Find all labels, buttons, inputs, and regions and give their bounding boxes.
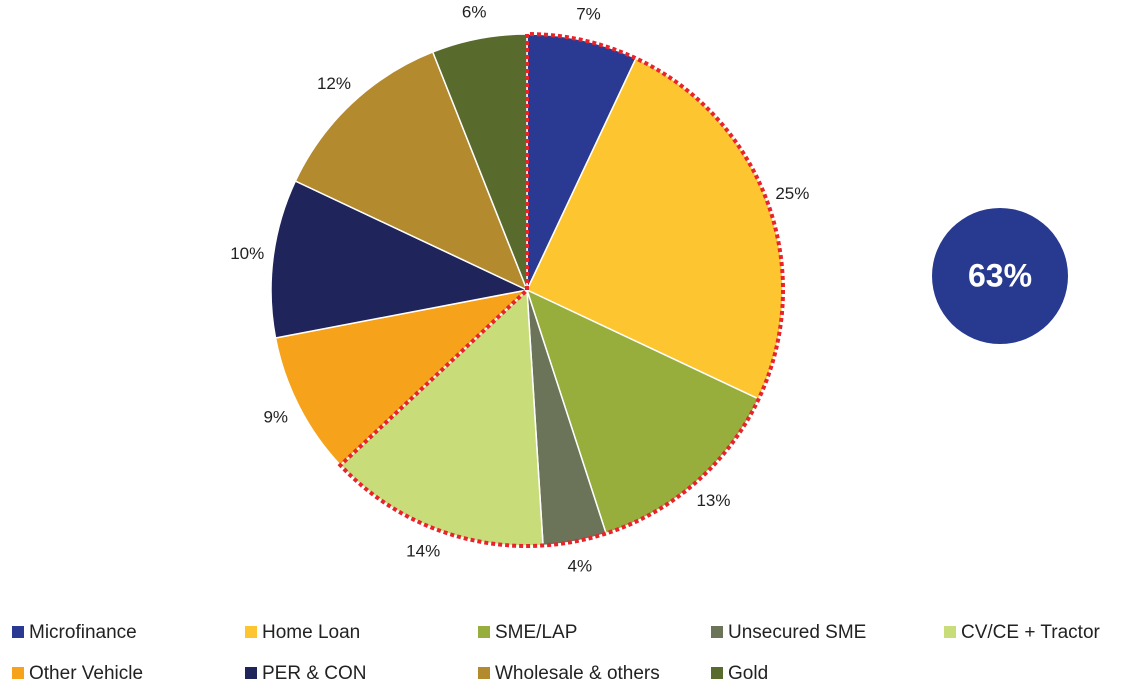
data-label: 25% [775, 184, 809, 203]
pie [270, 33, 784, 547]
legend-label: Unsecured SME [728, 622, 866, 643]
legend-swatch [12, 667, 24, 679]
highlight-badge [932, 208, 1068, 344]
legend-swatch [944, 626, 956, 638]
legend-swatch [245, 667, 257, 679]
pie-slice [274, 288, 530, 467]
data-label: 9% [263, 408, 288, 427]
legend-swatch [711, 667, 723, 679]
pie-slice [294, 51, 529, 292]
data-label: 7% [576, 4, 601, 23]
pie-slice [270, 180, 530, 339]
legend-swatch [711, 626, 723, 638]
legend-label: CV/CE + Tractor [961, 622, 1101, 643]
data-label: 6% [462, 2, 487, 21]
legend-label: Wholesale & others [495, 663, 660, 684]
legend-swatch [478, 626, 490, 638]
legend-label: Home Loan [262, 622, 360, 643]
legend-label: PER & CON [262, 663, 367, 684]
data-label: 13% [696, 491, 730, 510]
data-label: 14% [406, 542, 440, 561]
legend-swatch [478, 667, 490, 679]
data-label: 12% [317, 74, 351, 93]
legend-label: Other Vehicle [29, 663, 143, 684]
highlight-outline [337, 31, 785, 548]
legend-label: Microfinance [29, 622, 137, 643]
legend-label: SME/LAP [495, 622, 577, 643]
data-label: 10% [230, 244, 264, 263]
legend-label: Gold [728, 663, 768, 684]
highlight-label: 63% [968, 257, 1032, 293]
legend-swatch [12, 626, 24, 638]
legend-swatch [245, 626, 257, 638]
data-label: 4% [568, 556, 593, 575]
